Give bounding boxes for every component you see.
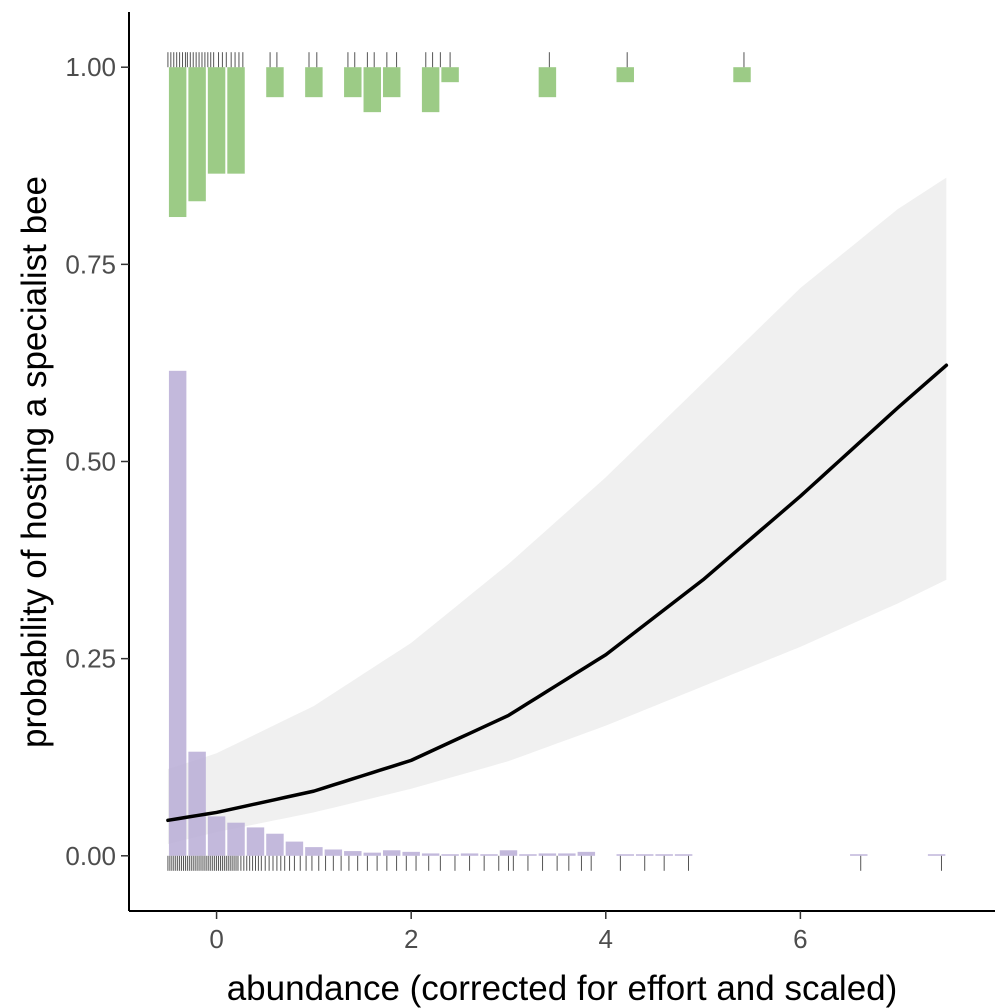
hosting-hist-bar	[188, 67, 206, 202]
not-hosting-hist-bar	[402, 851, 420, 856]
histogram-layer	[168, 67, 946, 856]
not-hosting-hist-bar	[207, 816, 226, 856]
not-hosting-hist-bar	[616, 854, 634, 856]
hosting-hist-bar	[733, 67, 751, 83]
not-hosting-hist-bar	[499, 850, 518, 856]
not-hosting-hist-bar	[519, 854, 537, 856]
axes-layer: 0.00 0.25 0.50 0.75 1.00 0 2 4 6	[65, 12, 995, 954]
not-hosting-hist-bar	[266, 833, 284, 856]
not-hosting-hist-bar	[635, 854, 654, 856]
not-hosting-hist-bar	[441, 854, 459, 856]
x-tick-label: 6	[793, 924, 807, 954]
not-hosting-hist-bar	[655, 854, 673, 856]
hosting-hist-bar	[616, 67, 634, 83]
not-hosting-hist-bar	[344, 851, 362, 856]
x-tick-label: 4	[599, 924, 613, 954]
y-tick-label: 1.00	[65, 52, 116, 82]
hosting-hist-bar	[207, 67, 226, 174]
rug-layer	[167, 52, 942, 871]
not-hosting-hist-bar	[674, 854, 693, 856]
not-hosting-hist-bar	[246, 827, 265, 856]
not-hosting-hist-bar	[421, 853, 440, 856]
not-hosting-hist-bar	[382, 850, 401, 856]
y-tick-label: 0.75	[65, 249, 116, 279]
not-hosting-hist-bar	[285, 841, 304, 856]
hosting-hist-bar	[305, 67, 323, 98]
not-hosting-hist-bar	[577, 851, 596, 856]
hosting-hist-bar	[441, 67, 459, 83]
hosting-hist-bar	[266, 67, 284, 98]
not-hosting-hist-bar	[850, 854, 868, 856]
not-hosting-hist-bar	[168, 370, 187, 856]
hosting-hist-bar	[421, 67, 440, 113]
not-hosting-hist-bar	[363, 852, 381, 856]
confidence-band	[167, 177, 947, 844]
hosting-hist-bar	[227, 67, 245, 174]
hosting-hist-bar	[538, 67, 557, 98]
not-hosting-hist-bar	[558, 853, 576, 856]
not-hosting-hist-bar	[538, 853, 557, 856]
y-tick-label: 0.00	[65, 841, 116, 871]
fit-line-layer	[166, 363, 949, 823]
hosting-hist-bar	[363, 67, 381, 113]
y-tick-label: 0.25	[65, 644, 116, 674]
hosting-hist-bar	[344, 67, 362, 98]
not-hosting-hist-bar	[927, 854, 946, 856]
x-axis-title: abundance (corrected for effort and scal…	[227, 969, 898, 1008]
confidence-ribbon-layer	[167, 177, 947, 844]
fit-curve	[166, 363, 949, 823]
hosting-hist-bar	[168, 67, 187, 218]
not-hosting-hist-bar	[305, 847, 323, 856]
x-tick-label: 0	[209, 924, 223, 954]
y-tick-label: 0.50	[65, 447, 116, 477]
x-tick-label: 2	[404, 924, 418, 954]
y-axis-title: probability of hosting a specialist bee	[15, 176, 54, 748]
not-hosting-hist-bar	[460, 853, 479, 856]
not-hosting-hist-bar	[227, 822, 245, 856]
hosting-hist-bar	[382, 67, 401, 98]
not-hosting-hist-bar	[480, 854, 498, 856]
not-hosting-hist-bar	[188, 751, 206, 856]
not-hosting-hist-bar	[324, 849, 343, 856]
